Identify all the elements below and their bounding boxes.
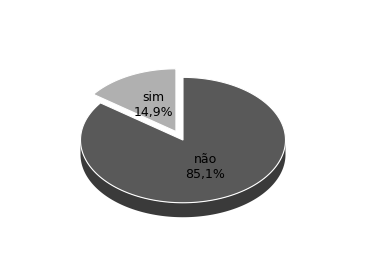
Polygon shape: [81, 77, 285, 203]
Polygon shape: [93, 69, 176, 132]
Polygon shape: [81, 141, 285, 217]
Text: sim
14,9%: sim 14,9%: [134, 91, 173, 119]
Text: não
85,1%: não 85,1%: [185, 153, 225, 181]
